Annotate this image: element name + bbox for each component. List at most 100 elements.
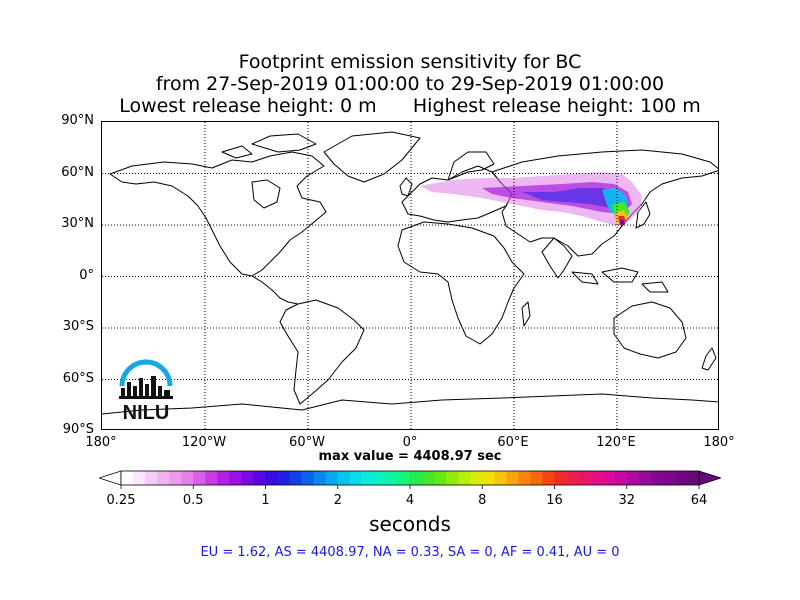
chart-title-line3: Lowest release height: 0 m Highest relea… <box>119 95 701 117</box>
map-gridlines <box>102 122 718 429</box>
colorbar-segment <box>410 471 423 485</box>
colorbar-segment <box>530 471 543 485</box>
colorbar-segment <box>638 471 652 485</box>
greenland-coast <box>323 131 421 183</box>
chart-title-line2: from 27-Sep-2019 01:00:00 to 29-Sep-2019… <box>155 73 665 95</box>
nilu-logo: NILU <box>119 359 173 424</box>
colorbar-segment <box>518 471 531 485</box>
colorbar-segment <box>506 471 519 485</box>
colorbar-segment <box>422 471 435 485</box>
colorbar-segment <box>325 471 339 485</box>
colorbar-segment <box>674 471 688 485</box>
colorbar-segment <box>614 471 628 485</box>
colorbar-segment <box>494 471 507 485</box>
hudson-bay <box>251 179 281 209</box>
colorbar-tick-label: 4 <box>405 493 415 508</box>
colorbar-segment <box>121 471 134 485</box>
colorbar-tick-label: 16 <box>546 493 563 508</box>
chart-title-line1: Footprint emission sensitivity for BC <box>238 51 582 73</box>
colorbar-segment <box>397 471 411 485</box>
colorbar-segment <box>157 471 170 485</box>
scandinavia <box>447 151 495 181</box>
latitude-label: 30°N <box>61 216 94 231</box>
latitude-label: 90°S <box>62 422 94 437</box>
colorbar-tick-label: 0.25 <box>106 493 136 508</box>
longitude-label: 60°W <box>289 435 325 450</box>
colorbar-segment <box>446 471 459 485</box>
south-america-coast <box>279 299 365 405</box>
colorbar-segment <box>313 471 327 485</box>
region-statistics: EU = 1.62, AS = 4408.97, NA = 0.33, SA =… <box>200 545 620 560</box>
svg-text:NILU: NILU <box>123 402 170 424</box>
asia-coast <box>491 149 718 257</box>
colorbar-segment <box>385 471 399 485</box>
colorbar-tick-label: 1 <box>261 493 270 508</box>
colorbar-segment <box>626 471 640 485</box>
latitude-label: 30°S <box>62 319 94 334</box>
colorbar <box>99 470 721 489</box>
colorbar-segment <box>650 471 664 485</box>
colorbar-segment <box>229 471 242 485</box>
longitude-label: 180° <box>85 435 117 450</box>
colorbar-segment <box>361 471 375 485</box>
longitude-label: 180° <box>703 435 735 450</box>
coastlines <box>102 131 718 415</box>
latitude-label: 60°S <box>62 370 94 386</box>
colorbar-tick-label: 64 <box>690 493 708 508</box>
world-map-svg <box>102 122 718 429</box>
central-america <box>251 275 299 305</box>
longitude-label: 60°E <box>497 435 529 450</box>
colorbar-segment <box>458 471 471 485</box>
colorbar-segment <box>145 471 158 485</box>
emission-sensitivity-plume <box>420 172 642 226</box>
colorbar-segment <box>241 471 254 485</box>
colorbar-segment <box>217 471 230 485</box>
colorbar-segment <box>373 471 387 485</box>
longitude-label: 120°W <box>181 435 227 450</box>
australia-coast <box>613 301 687 359</box>
colorbar-tick-label: 8 <box>478 493 487 508</box>
africa-coast <box>397 221 525 345</box>
colorbar-segment <box>470 471 483 485</box>
colorbar-segment <box>265 471 279 485</box>
colorbar-segment <box>169 471 182 485</box>
latitude-label: 90°N <box>61 113 94 128</box>
arctic-islands <box>221 133 317 159</box>
colorbar-unit-label: seconds <box>369 512 451 536</box>
colorbar-segment <box>542 471 555 485</box>
colorbar-segment <box>277 471 291 485</box>
colorbar-segment <box>337 471 351 485</box>
india <box>541 237 573 279</box>
colorbar-segment <box>602 471 616 485</box>
colorbar-tick-label: 0.5 <box>182 493 204 508</box>
colorbar-tick-label: 2 <box>333 493 342 508</box>
new-zealand <box>701 347 717 371</box>
latitude-label: 0° <box>79 267 94 283</box>
colorbar-tick-label: 32 <box>618 493 636 508</box>
colorbar-segment <box>193 471 206 485</box>
colorbar-segment <box>482 471 495 485</box>
colorbar-segment <box>133 471 146 485</box>
colorbar-segment <box>578 471 592 485</box>
colorbar-arrow-low <box>99 470 122 486</box>
colorbar-segment <box>181 471 194 485</box>
colorbar-segment <box>289 471 303 485</box>
southeast-asia-islands <box>571 267 669 293</box>
longitude-label: 120°E <box>596 435 636 450</box>
colorbar-segment <box>566 471 580 485</box>
colorbar-segment <box>349 471 363 485</box>
world-map <box>101 121 719 430</box>
colorbar-arrow-high <box>698 470 721 486</box>
antarctica-coast <box>102 393 718 415</box>
madagascar <box>521 301 531 327</box>
north-america-coast <box>109 151 327 277</box>
colorbar-segment <box>662 471 676 485</box>
colorbar-segment <box>554 471 568 485</box>
longitude-label: 0° <box>402 435 418 450</box>
max-value-label: max value = 4408.97 sec <box>318 449 502 464</box>
colorbar-segment <box>253 471 266 485</box>
latitude-label: 60°N <box>61 164 94 180</box>
colorbar-segment <box>205 471 218 485</box>
british-isles <box>399 177 413 197</box>
colorbar-segment <box>686 471 700 485</box>
